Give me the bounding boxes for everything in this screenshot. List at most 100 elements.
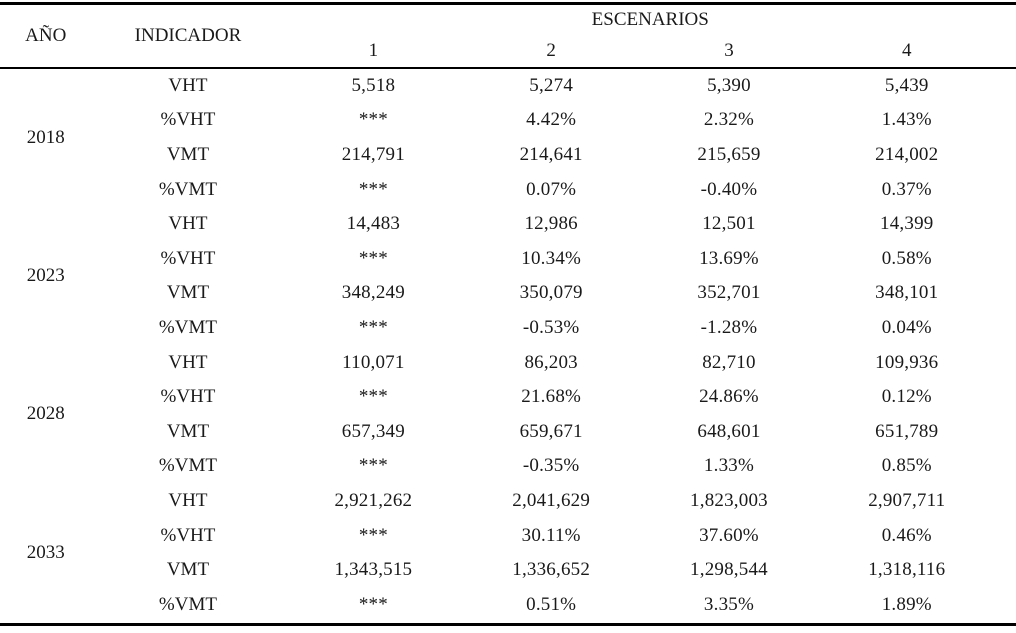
value-cell: 352,701	[697, 282, 761, 304]
scenario-1-header: 1	[284, 35, 463, 69]
scenario-4-header: 4	[817, 35, 996, 69]
table-row: %VMT *** 0.07% -0.40% 0.37%	[0, 173, 1016, 208]
value-cell: 37.60%	[699, 524, 759, 546]
table-row: %VMT *** 0.51% 3.35% 1.89%	[0, 588, 1016, 624]
table-row: 2033 VHT 2,921,262 2,041,629 1,823,003 2…	[0, 484, 1016, 563]
scenario-2-header: 2	[462, 35, 641, 69]
indicator-cell: %VHT	[160, 247, 216, 269]
indicator-column-header: INDICADOR	[91, 3, 285, 69]
value-cell: 24.86%	[699, 386, 759, 408]
value-cell: 3.35%	[703, 593, 754, 615]
value-cell: ***	[358, 178, 388, 200]
value-cell: 5,274	[529, 74, 574, 96]
table-row: 2018 VHT 5,518 5,274 5,390 5,439	[0, 68, 1016, 148]
value-cell: 651,789	[875, 420, 939, 442]
table-row: VMT 1,343,515 1,336,652 1,298,544 1,318,…	[0, 553, 1016, 588]
value-cell: 350,079	[519, 282, 583, 304]
indicator-cell: VHT	[168, 74, 208, 96]
value-cell: 215,659	[697, 144, 761, 166]
table-row: %VMT *** -0.35% 1.33% 0.85%	[0, 450, 1016, 485]
header-row-numbers: 1 2 3 4	[0, 35, 1016, 69]
indicator-cell: VMT	[166, 420, 210, 442]
value-cell: 86,203	[524, 351, 578, 373]
value-cell: 1,823,003	[690, 489, 768, 511]
value-cell: 14,399	[880, 213, 934, 235]
value-cell: ***	[358, 524, 388, 546]
value-cell: ***	[358, 593, 388, 615]
value-cell: 657,349	[341, 420, 405, 442]
value-cell: 0.37%	[881, 178, 932, 200]
value-cell: 82,710	[702, 351, 756, 373]
value-cell: 30.11%	[521, 524, 581, 546]
value-cell: 2.32%	[703, 109, 754, 131]
table-row: %VHT *** 4.42% 2.32% 1.43%	[0, 104, 1016, 139]
value-cell: 0.46%	[881, 524, 932, 546]
indicator-cell: %VMT	[158, 317, 217, 338]
value-cell: 2,907,711	[868, 489, 946, 511]
value-cell: 4.42%	[526, 109, 577, 131]
value-cell: 0.85%	[881, 455, 932, 477]
indicator-cell: VHT	[168, 213, 208, 235]
value-cell: -0.35%	[522, 455, 580, 477]
value-cell: 12,986	[524, 213, 578, 235]
value-cell: 214,641	[519, 144, 583, 166]
indicator-cell: VMT	[166, 282, 210, 304]
indicator-cell: VMT	[166, 559, 210, 581]
value-cell: 348,101	[875, 282, 939, 304]
value-cell: ***	[358, 455, 388, 477]
header-row-group: AÑO INDICADOR ESCENARIOS	[0, 3, 1016, 69]
value-cell: 214,002	[875, 144, 939, 166]
value-cell: ***	[358, 317, 388, 338]
value-cell: 109,936	[875, 351, 939, 373]
table-row: VMT 214,791 214,641 215,659 214,002	[0, 138, 1016, 173]
value-cell: 2,921,262	[334, 489, 413, 511]
value-cell: -0.53%	[522, 317, 580, 338]
indicator-cell: %VHT	[160, 524, 216, 546]
year-cell: 2028	[26, 403, 65, 425]
value-cell: 13.69%	[699, 247, 759, 269]
indicator-cell: %VHT	[160, 109, 216, 131]
indicator-cell: %VHT	[160, 386, 216, 408]
value-cell: 1,298,544	[690, 559, 768, 581]
table-row: %VHT *** 10.34% 13.69% 0.58%	[0, 242, 1016, 277]
value-cell: 1.89%	[881, 593, 932, 615]
value-cell: ***	[358, 386, 388, 408]
year-cell: 2023	[26, 265, 65, 287]
value-cell: -0.40%	[700, 178, 758, 200]
value-cell: 0.04%	[881, 317, 932, 338]
table-row: 2028 VHT 110,071 86,203 82,710 109,936	[0, 346, 1016, 425]
value-cell: 1,336,652	[512, 559, 591, 581]
value-cell: 2,041,629	[512, 489, 591, 511]
value-cell: -1.28%	[700, 317, 758, 338]
value-cell: 1.43%	[881, 109, 932, 131]
value-cell: 659,671	[519, 420, 583, 442]
year-column-header: AÑO	[0, 3, 92, 69]
value-cell: 1,318,116	[868, 559, 946, 581]
indicator-cell: VHT	[168, 351, 208, 373]
header-spacer	[995, 35, 1016, 69]
value-cell: 5,439	[884, 74, 929, 96]
table-row: %VHT *** 21.68% 24.86% 0.12%	[0, 380, 1016, 415]
value-cell: 110,071	[342, 351, 405, 373]
value-cell: 0.12%	[881, 386, 932, 408]
value-cell: 0.07%	[526, 178, 577, 200]
table-row: VMT 657,349 659,671 648,601 651,789	[0, 415, 1016, 450]
value-cell: 14,483	[346, 213, 401, 235]
value-cell: 5,390	[707, 74, 751, 96]
value-cell: ***	[358, 109, 388, 131]
value-cell: 348,249	[341, 282, 405, 304]
value-cell: ***	[358, 247, 388, 269]
year-cell: 2018	[26, 126, 65, 148]
value-cell: 0.51%	[526, 593, 577, 615]
value-cell: 214,791	[341, 144, 405, 166]
year-cell: 2033	[26, 541, 65, 563]
scenario-3-header: 3	[640, 35, 818, 69]
table-row: 2023 VHT 14,483 12,986 12,501 14,399	[0, 207, 1016, 286]
indicator-cell: %VMT	[158, 455, 217, 477]
value-cell: 1.33%	[703, 455, 754, 477]
table-row: VMT 348,249 350,079 352,701 348,101	[0, 277, 1016, 312]
value-cell: 648,601	[697, 420, 761, 442]
value-cell: 10.34%	[521, 247, 582, 269]
